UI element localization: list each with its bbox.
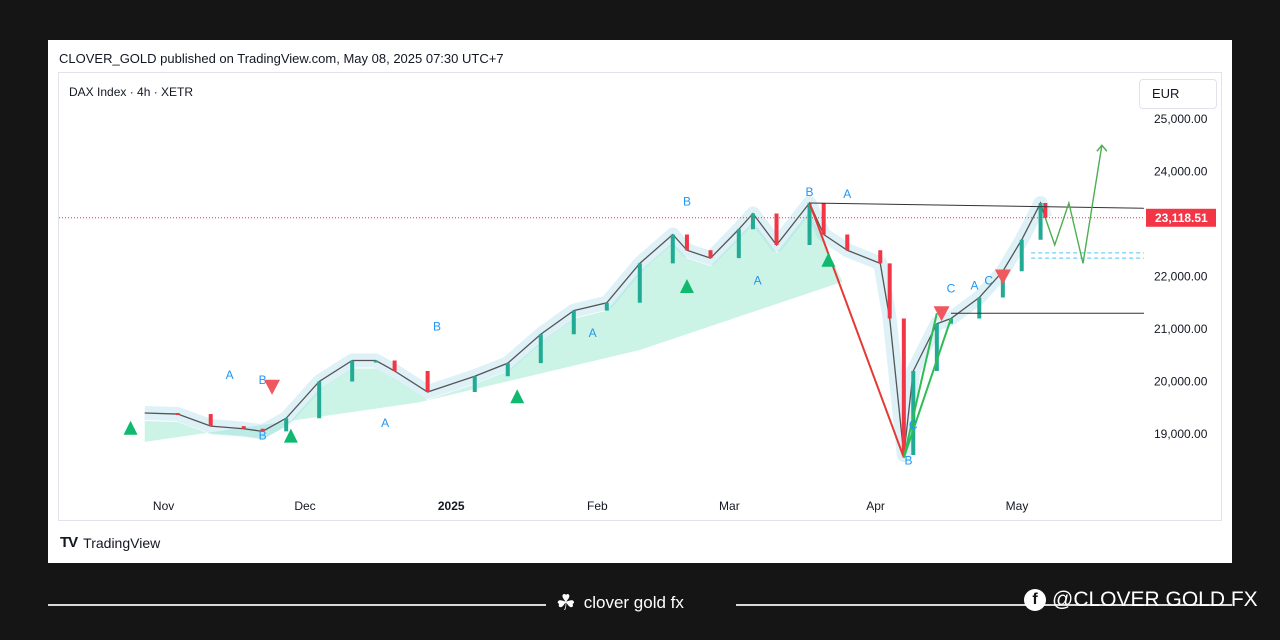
facebook-icon: f [1024,589,1046,611]
wave-label: A [843,187,851,201]
candle [1038,203,1043,240]
tradingview-label: TradingView [83,534,161,551]
candle [807,203,812,245]
buy-signal-icon [510,389,525,404]
wave-label: B [806,185,814,199]
buy-signal-icon [821,252,836,267]
candle [670,234,675,264]
candle [208,414,213,427]
brand-name: clover gold fx [583,593,684,612]
x-tick-label: May [1006,499,1029,513]
forecast-arrowhead [1096,144,1108,152]
social-handle-text: @CLOVER GOLD FX [1052,588,1258,611]
wave-label: B [259,428,267,442]
tradingview-logo[interactable]: TV TradingView [60,534,160,551]
buy-signal-icon [123,420,138,435]
x-tick-label: Mar [719,499,740,513]
wave-label: C [984,273,993,287]
candle [708,250,713,259]
candle [750,213,755,230]
wave-label: B [905,453,913,467]
social-handle[interactable]: f @CLOVER GOLD FX [1024,588,1258,612]
wave-label: C [947,281,956,295]
candle [505,363,510,377]
wave-label: A [754,273,762,287]
candle [425,371,430,392]
buy-signal-icon [283,428,298,443]
wave-label: A [971,279,979,293]
x-tick-label: Nov [153,499,174,513]
wave-label: B [433,320,441,334]
candle [637,263,642,303]
wave-label: B [683,195,691,209]
candle [350,360,355,382]
candle [373,360,378,363]
sell-signal-icon [933,306,950,322]
candle [284,418,289,432]
candle [845,234,850,251]
published-caption: CLOVER_GOLD published on TradingView.com… [59,51,504,66]
candle [736,229,741,259]
buy-signal-icon [679,279,694,293]
candle [175,413,180,415]
x-tick-label: Apr [866,499,885,513]
price-chart[interactable]: Nov Dec 2025 Feb Mar Apr May 25,000.00 24,000.00… [59,73,1221,520]
x-tick-label: Feb [587,499,608,513]
wave-leg [902,313,938,458]
candle [317,381,322,419]
candle [878,250,883,264]
y-tick-label: 21,000.00 [1154,322,1208,336]
candle [260,428,265,432]
wave-label: A [589,326,597,340]
y-tick-label: 20,000.00 [1154,375,1208,389]
candle [604,302,609,311]
wave-label: B [259,373,267,387]
last-price-label: 23,118.51 [1155,211,1208,225]
candle [887,263,892,319]
candle [571,310,576,335]
clover-icon: ☘ [556,590,576,615]
candle [1043,203,1048,218]
candle [538,334,543,364]
wave-label: A [226,368,234,382]
forecast-path [1044,145,1103,264]
candle [1019,239,1024,272]
chart-card: CLOVER_GOLD published on TradingView.com… [48,40,1232,563]
cloud-band [144,211,843,448]
y-tick-label: 22,000.00 [1154,270,1208,284]
candle [821,203,826,235]
candle [977,297,982,319]
footer-divider-left [48,604,546,606]
y-tick-label: 25,000.00 [1154,112,1208,126]
candle [684,234,689,251]
x-tick-label: Dec [294,499,315,513]
candle [241,426,246,429]
tradingview-logo-icon: TV [60,534,78,551]
currency-button[interactable]: EUR [1139,79,1217,109]
candle [934,323,939,371]
wave-leg [902,318,952,458]
candle [392,360,397,371]
wave-label: A [381,416,389,430]
y-tick-label: 19,000.00 [1154,427,1208,441]
sell-signal-icon [264,379,281,395]
y-tick-label: 24,000.00 [1154,165,1208,179]
symbol-info: DAX Index · 4h · XETR [69,85,194,99]
resistance-line [809,202,1145,209]
last-price-tag [1146,208,1216,227]
wave-label: C [909,418,918,432]
candle [901,318,906,455]
x-tick-label: 2025 [438,499,465,513]
candle [774,213,779,245]
candle [472,376,477,392]
footer-divider-right [736,604,1232,606]
wave-leg [808,202,905,458]
brand-watermark: ☘ clover gold fx [556,590,684,616]
chart-panel[interactable]: Nov Dec 2025 Feb Mar Apr May 25,000.00 24,000.00… [58,72,1222,521]
sell-signal-icon [994,269,1011,285]
